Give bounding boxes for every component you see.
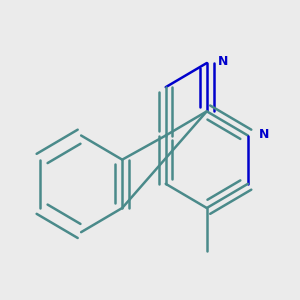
Text: N: N [259, 128, 269, 141]
Text: N: N [218, 55, 228, 68]
